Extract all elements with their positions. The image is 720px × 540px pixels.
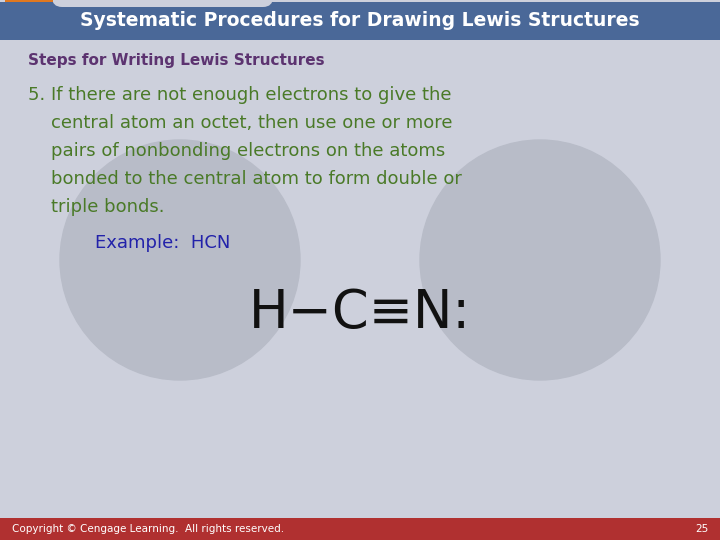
Text: pairs of nonbonding electrons on the atoms: pairs of nonbonding electrons on the ato… xyxy=(28,142,445,160)
Text: central atom an octet, then use one or more: central atom an octet, then use one or m… xyxy=(28,114,452,132)
Text: Copyright © Cengage Learning.  All rights reserved.: Copyright © Cengage Learning. All rights… xyxy=(12,524,284,534)
FancyBboxPatch shape xyxy=(52,0,273,7)
Circle shape xyxy=(420,140,660,380)
Bar xyxy=(5,0,53,2)
Bar xyxy=(0,518,720,540)
Text: Steps for Writing Lewis Structures: Steps for Writing Lewis Structures xyxy=(28,52,325,68)
Text: bonded to the central atom to form double or: bonded to the central atom to form doubl… xyxy=(28,170,462,188)
Circle shape xyxy=(60,140,300,380)
Text: Systematic Procedures for Drawing Lewis Structures: Systematic Procedures for Drawing Lewis … xyxy=(80,11,640,30)
Text: 5. If there are not enough electrons to give the: 5. If there are not enough electrons to … xyxy=(28,86,451,104)
Text: triple bonds.: triple bonds. xyxy=(28,198,164,216)
Text: Example:  HCN: Example: HCN xyxy=(95,234,230,252)
Bar xyxy=(0,2,720,40)
Text: 25: 25 xyxy=(695,524,708,534)
Text: H−C≡N:: H−C≡N: xyxy=(249,287,471,339)
